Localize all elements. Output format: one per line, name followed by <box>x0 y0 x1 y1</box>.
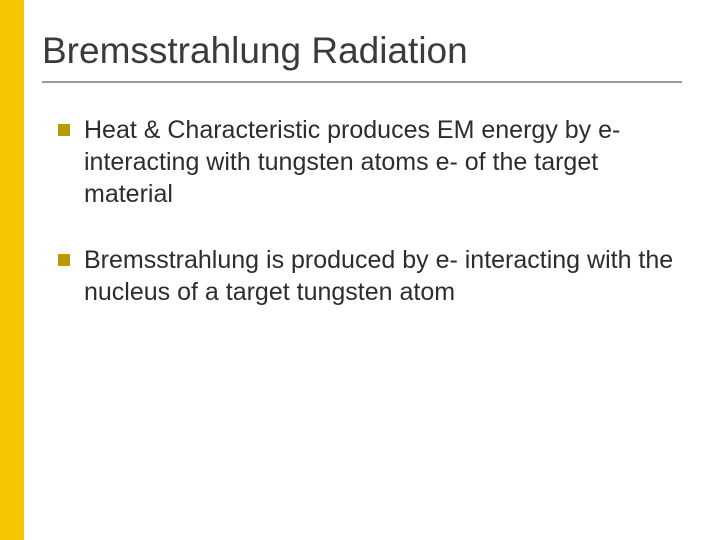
bullet-square-icon <box>58 254 70 266</box>
bullet-text: Bremsstrahlung is produced by e- interac… <box>84 244 678 308</box>
bullet-square-icon <box>58 124 70 136</box>
body-area: Heat & Characteristic produces EM energy… <box>58 114 678 342</box>
left-accent-bar <box>0 0 24 540</box>
bullet-item: Bremsstrahlung is produced by e- interac… <box>58 244 678 308</box>
slide-title: Bremsstrahlung Radiation <box>42 30 690 79</box>
slide: Bremsstrahlung Radiation Heat & Characte… <box>0 0 720 540</box>
bullet-item: Heat & Characteristic produces EM energy… <box>58 114 678 210</box>
bullet-text: Heat & Characteristic produces EM energy… <box>84 114 678 210</box>
title-underline <box>42 81 682 83</box>
title-area: Bremsstrahlung Radiation <box>42 30 690 83</box>
